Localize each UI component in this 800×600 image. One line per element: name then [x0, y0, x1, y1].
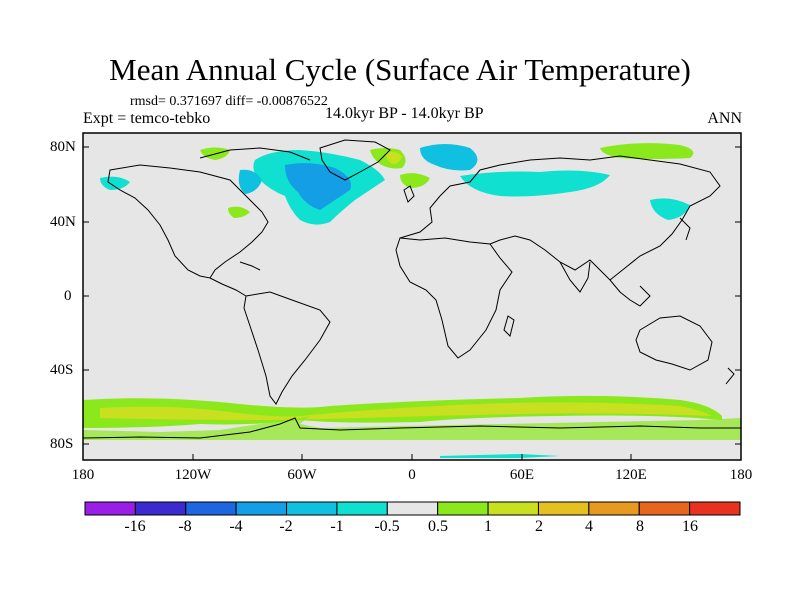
lon-ticks — [82, 454, 742, 460]
coast-antarctica — [83, 417, 741, 439]
lon-label-60e: 60E — [509, 467, 535, 483]
anomaly-nordic-seas — [420, 144, 478, 171]
colorbar-label: 4 — [585, 518, 593, 535]
colorbar-label: -8 — [178, 518, 192, 535]
coast-madagascar — [503, 315, 515, 337]
anomaly-eurasia-north — [460, 170, 610, 197]
lat-ticks — [83, 146, 741, 445]
coast-uk — [403, 185, 415, 203]
season-label: ANN — [707, 110, 742, 127]
colorbar-label: 2 — [535, 518, 543, 535]
lat-label-40s: 40S — [50, 362, 74, 378]
lon-label-180e: 180 — [729, 467, 753, 483]
coast-caribbean — [239, 261, 261, 271]
colorbar-box — [84, 501, 136, 516]
colorbar-label: 0.5 — [428, 518, 448, 535]
colorbar-box — [336, 501, 388, 516]
lon-label-0: 0 — [408, 467, 416, 483]
anomaly-southern-band-inner — [100, 402, 712, 420]
colorbar-box — [689, 501, 741, 516]
colorbar-boxes — [84, 501, 741, 516]
colorbar-box — [134, 501, 187, 516]
colorbar-label: -16 — [124, 518, 146, 535]
coast-new-zealand — [725, 367, 735, 385]
colorbar-label: -1 — [330, 518, 344, 535]
anomaly-labrador — [238, 169, 262, 194]
colorbar-box — [286, 501, 338, 516]
colorbar-box — [537, 501, 590, 516]
lat-label-0: 0 — [64, 288, 72, 304]
stats-text: rmsd= 0.371697 diff= -0.00876522 — [130, 94, 328, 109]
coast-europe — [399, 155, 721, 281]
coast-arctic-islands — [199, 147, 311, 161]
colorbar-box — [588, 501, 640, 516]
colorbar-box — [185, 501, 237, 516]
lon-label-120e: 120E — [615, 467, 647, 483]
anomaly-canada-warm — [228, 206, 250, 218]
colorbar-label: 16 — [682, 518, 698, 535]
lon-label-120w: 120W — [174, 467, 212, 483]
lat-label-80n: 80N — [50, 139, 76, 155]
coast-japan — [679, 217, 691, 241]
coast-greenland — [319, 139, 391, 181]
coast-southeast-asia — [609, 279, 651, 307]
map-title: Mean Annual Cycle (Surface Air Temperatu… — [109, 52, 691, 87]
colorbar-label: 1 — [484, 518, 492, 535]
lat-label-80s: 80S — [50, 436, 74, 452]
coast-africa — [395, 237, 513, 359]
colorbar-box — [386, 501, 439, 516]
anomaly-greenland-core — [385, 151, 402, 164]
coast-australia — [635, 315, 713, 371]
lon-label-60w: 60W — [287, 467, 317, 483]
anomaly-nw-pacific — [650, 198, 690, 220]
lat-label-40n: 40N — [50, 214, 76, 230]
colorbar-box — [638, 501, 691, 516]
anomaly-alaska-cool — [100, 176, 130, 190]
colorbar-label: -4 — [229, 518, 243, 535]
anomaly-siberia-warm — [600, 143, 694, 159]
coast-central-america — [209, 277, 247, 297]
lon-label-180w: 180 — [71, 467, 95, 483]
experiment-label: Expt = temco-tebko — [83, 110, 211, 127]
period-label: 14.0kyr BP - 14.0kyr BP — [325, 105, 484, 122]
colorbar-label: -0.5 — [374, 518, 400, 535]
coast-south-america — [243, 291, 331, 405]
coast-north-america — [107, 164, 269, 279]
coast-india — [559, 261, 591, 293]
colorbar-label: 8 — [636, 518, 644, 535]
colorbar-label: -2 — [279, 518, 293, 535]
colorbar-box — [487, 501, 539, 516]
colorbar-box — [235, 501, 288, 516]
coastlines — [83, 139, 741, 439]
anomaly-bottom-strip — [440, 454, 560, 458]
colorbar-box — [437, 501, 489, 516]
anomaly-eurasia-warm — [400, 173, 430, 188]
